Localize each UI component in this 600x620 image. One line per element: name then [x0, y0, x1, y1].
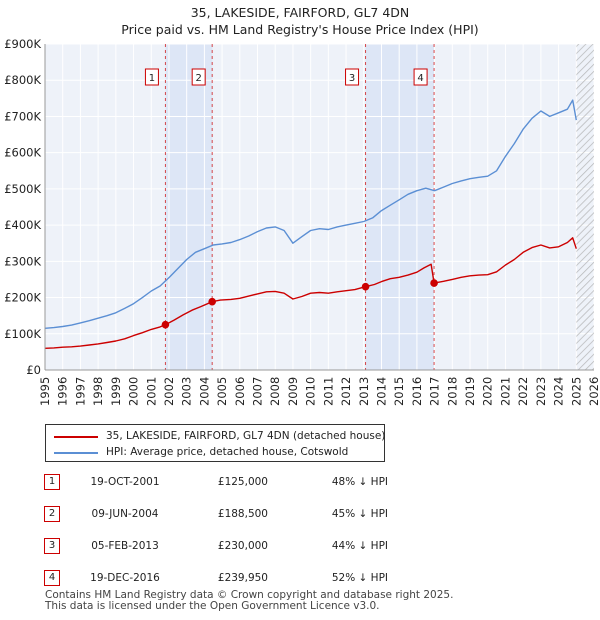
chart-subtitle: Price paid vs. HM Land Registry's House … [121, 22, 479, 37]
x-tick-label: 2014 [374, 377, 388, 406]
y-tick-label: £600K [4, 146, 41, 160]
legend-property-label: 35, LAKESIDE, FAIRFORD, GL7 4DN (detache… [106, 430, 386, 442]
x-tick-label: 2013 [357, 377, 371, 406]
sale-label-text: 3 [349, 73, 355, 84]
sale-date: 09-JUN-2004 [91, 508, 159, 520]
x-tick-label: 2015 [392, 377, 406, 406]
x-tick-label: 2011 [321, 377, 335, 406]
x-tick-label: 2023 [534, 377, 548, 406]
sale-label-box: 2 [191, 68, 206, 86]
y-tick-label: £300K [4, 254, 41, 268]
x-tick-label: 2008 [268, 377, 282, 406]
sale-number-badge: 2 [44, 506, 60, 522]
x-tick-label: 1995 [38, 377, 52, 406]
sale-price: £230,000 [217, 540, 268, 552]
y-tick-label: £0 [26, 363, 41, 377]
plot-background [45, 44, 594, 370]
sale-date: 19-OCT-2001 [90, 476, 160, 488]
sale-point [361, 282, 370, 291]
x-tick-label: 2026 [587, 377, 600, 406]
x-tick-label: 1999 [109, 377, 123, 406]
forecast-hatch [576, 44, 594, 370]
sale-row: 2 09-JUN-2004 £188,500 45% ↓ HPI [44, 506, 584, 528]
x-tick-label: 2001 [144, 377, 158, 406]
sale-label-text: 4 [417, 73, 423, 84]
sale-label-text: 2 [195, 73, 201, 84]
sale-price: £125,000 [217, 476, 268, 488]
footer-licence: This data is licensed under the Open Gov… [45, 600, 380, 612]
copyright-footer: Contains HM Land Registry data © Crown c… [45, 590, 453, 612]
x-tick-label: 2003 [180, 377, 194, 406]
sale-row: 4 19-DEC-2016 £239,950 52% ↓ HPI [44, 570, 584, 592]
series-line [44, 99, 577, 329]
sale-label-frame [144, 68, 159, 86]
x-tick-label: 2025 [569, 377, 583, 406]
legend-hpi-label: HPI: Average price, detached house, Cots… [106, 446, 349, 458]
sale-date: 19-DEC-2016 [90, 572, 160, 584]
sale-price: £188,500 [217, 508, 268, 520]
sale-label-frame [413, 68, 428, 86]
sale-number-badge: 3 [44, 538, 60, 554]
sale-point [208, 297, 216, 306]
legend-hpi-swatch [54, 452, 98, 454]
x-tick-label: 1997 [73, 377, 87, 406]
x-tick-label: 2009 [286, 377, 300, 406]
sale-hpi-diff: 45% ↓ HPI [331, 508, 388, 520]
sale-label-box: 1 [144, 68, 159, 86]
sale-point [161, 320, 170, 329]
sale-point [430, 279, 438, 287]
x-tick-label: 2002 [162, 377, 176, 406]
sale-date: 05-FEB-2013 [91, 540, 159, 552]
chart-title-address: 35, LAKESIDE, FAIRFORD, GL7 4DN [190, 5, 410, 20]
footer-copyright: Contains HM Land Registry data © Crown c… [45, 589, 454, 601]
x-tick-label: 2007 [251, 377, 265, 406]
sale-label-frame [191, 68, 206, 86]
series-line [44, 237, 577, 349]
chart-legend: 35, LAKESIDE, FAIRFORD, GL7 4DN (detache… [45, 424, 385, 462]
y-tick-label: £200K [4, 291, 41, 305]
legend-property-swatch [54, 436, 98, 438]
sale-hpi-diff: 48% ↓ HPI [331, 476, 388, 488]
x-tick-label: 2012 [339, 377, 353, 406]
x-tick-label: 2005 [215, 377, 229, 406]
x-tick-label: 2000 [127, 377, 141, 406]
x-tick-label: 2006 [233, 377, 247, 406]
sale-row: 3 05-FEB-2013 £230,000 44% ↓ HPI [44, 538, 584, 560]
x-tick-label: 2016 [410, 377, 424, 406]
sale-label-frame [345, 68, 360, 86]
price-chart: 1 2 3 4 £0 £100K £200K £300K £400K £500K £600K £700… [4, 37, 600, 406]
sale-number-badge: 4 [44, 570, 60, 586]
x-tick-label: 1996 [56, 377, 70, 406]
chart-title: 35, LAKESIDE, FAIRFORD, GL7 4DN Price pa… [0, 4, 600, 38]
x-tick-label: 2010 [304, 377, 318, 406]
sale-label-box: 4 [413, 68, 428, 86]
sale-hpi-diff: 52% ↓ HPI [331, 572, 388, 584]
sale-hpi-diff: 44% ↓ HPI [331, 540, 388, 552]
y-tick-label: £500K [4, 182, 41, 196]
y-tick-label: £400K [4, 218, 41, 232]
y-tick-label: £800K [4, 73, 41, 87]
x-tick-label: 2022 [516, 377, 530, 406]
y-tick-label: £900K [4, 37, 41, 51]
x-tick-label: 2024 [552, 377, 566, 406]
sale-price: £239,950 [217, 572, 268, 584]
x-tick-label: 2004 [197, 377, 211, 406]
x-tick-label: 1998 [91, 377, 105, 406]
x-tick-label: 2021 [498, 377, 512, 406]
sale-row: 1 19-OCT-2001 £125,000 48% ↓ HPI [44, 474, 584, 496]
x-tick-label: 2017 [428, 377, 442, 406]
x-tick-label: 2020 [481, 377, 495, 406]
sale-label-box: 3 [345, 68, 360, 86]
x-tick-label: 2019 [463, 377, 477, 406]
x-tick-label: 2018 [445, 377, 459, 406]
shaded-period [365, 44, 435, 370]
sale-label-text: 1 [149, 73, 155, 84]
y-tick-label: £100K [4, 327, 41, 341]
sale-number-badge: 1 [44, 474, 60, 490]
y-tick-label: £700K [4, 109, 41, 123]
